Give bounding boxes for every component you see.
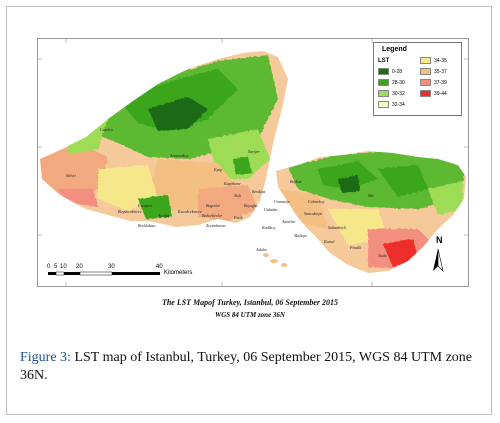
place-label: Sancaktepe <box>304 211 323 216</box>
scale-bar <box>48 271 160 276</box>
legend-item: 37-39 <box>420 79 447 87</box>
europe-landmass <box>40 51 288 227</box>
legend-item: 0-28 <box>378 68 402 76</box>
place-label: Kagithane <box>224 181 241 186</box>
place-label: Atasehir <box>282 219 296 224</box>
legend-label: 0-28 <box>392 69 403 75</box>
place-label: Adalar <box>256 247 268 252</box>
legend-swatch <box>378 68 389 76</box>
place-label: Zeytinburnu <box>206 223 226 228</box>
legend-swatch <box>378 90 389 98</box>
legend-label: 32-34 <box>392 102 405 108</box>
place-label: Besiktas <box>252 189 266 194</box>
legend-label: 35-37 <box>434 69 447 75</box>
legend-label: 37-39 <box>434 80 447 86</box>
legend-item: 35-37 <box>420 68 447 76</box>
place-label: Esenyurt <box>138 203 153 208</box>
legend-item: 28-30 <box>378 79 405 87</box>
scale-tick-10: 10 <box>60 264 67 270</box>
scale-unit: Kilometers <box>164 270 193 276</box>
map-panel: 0 5 10 20 30 40 Kilometers N Silivri Cat… <box>37 38 469 287</box>
place-label: Beyoglu <box>244 203 258 208</box>
legend-swatch <box>420 68 431 76</box>
place-label: Bagcilar <box>206 203 220 208</box>
legend-item: 32-34 <box>378 101 405 109</box>
lst-map <box>38 39 468 286</box>
map-caption-projection: WGS 84 UTM zone 36N <box>214 311 285 319</box>
legend-item: 30-32 <box>378 90 405 98</box>
place-label: Beylikduzu <box>138 223 156 228</box>
place-label: Catalca <box>100 127 113 132</box>
legend-swatch <box>420 90 431 98</box>
place-label: Uskudar <box>264 207 278 212</box>
north-label: N <box>436 235 443 245</box>
legend-swatch <box>378 79 389 87</box>
place-label: Cekmekoy <box>308 199 325 204</box>
scale-tick-40: 40 <box>156 264 163 270</box>
place-label: Sisli <box>234 193 241 198</box>
map-legend: Legend LST 0-28 28-30 30-32 32-34 34-35 … <box>373 42 462 116</box>
legend-swatch <box>378 101 389 109</box>
place-label: Kadikoy <box>262 225 276 230</box>
legend-title: Legend <box>382 46 407 53</box>
scale-tick-20: 20 <box>76 264 83 270</box>
place-label: Eyup <box>214 167 223 172</box>
place-label: Arnavutkoy <box>170 153 189 158</box>
legend-label: 28-30 <box>392 80 405 86</box>
legend-subtitle: LST <box>378 58 390 64</box>
islands <box>263 253 287 267</box>
legend-swatch <box>420 79 431 87</box>
place-label: Umraniye <box>274 199 290 204</box>
north-arrow <box>433 248 444 272</box>
frame-ticks <box>38 39 468 286</box>
scale-tick-30: 30 <box>108 264 115 270</box>
place-label: Pendik <box>350 245 362 250</box>
figure-caption-text: LST map of Istanbul, Turkey, 06 Septembe… <box>20 350 472 383</box>
map-caption-title: The LST Mapof Turkey, Istanbul, 06 Septe… <box>161 298 339 307</box>
legend-item: 34-35 <box>420 57 447 65</box>
figure-caption: Figure 3: LST map of Istanbul, Turkey, 0… <box>20 349 485 385</box>
legend-label: 30-32 <box>392 91 405 97</box>
place-label: Tuzla <box>378 253 387 258</box>
place-label: Sile <box>368 193 374 198</box>
scale-tick-0: 0 <box>47 264 51 270</box>
figure-label: Figure 3: <box>20 350 71 365</box>
figure-frame <box>6 6 492 415</box>
place-label: Kucukcekmece <box>178 209 202 214</box>
place-label: Kartal <box>324 239 335 244</box>
place-label: Maltepe <box>294 233 308 238</box>
place-label: Avcilar <box>158 213 170 218</box>
place-label: Sultanbeyli <box>328 225 346 230</box>
place-label: Sariyer <box>248 149 260 154</box>
place-label: Fatih <box>234 215 243 220</box>
place-label: Beykoz <box>290 179 302 184</box>
place-label: Bahcelievler <box>202 213 223 218</box>
legend-item: 39-44 <box>420 90 447 98</box>
legend-swatch <box>420 57 431 65</box>
legend-label: 34-35 <box>434 58 447 64</box>
place-label: Buyukcekmece <box>118 209 142 214</box>
legend-label: 39-44 <box>434 91 447 97</box>
place-label: Silivri <box>66 173 76 178</box>
scale-tick-5: 5 <box>54 264 58 270</box>
